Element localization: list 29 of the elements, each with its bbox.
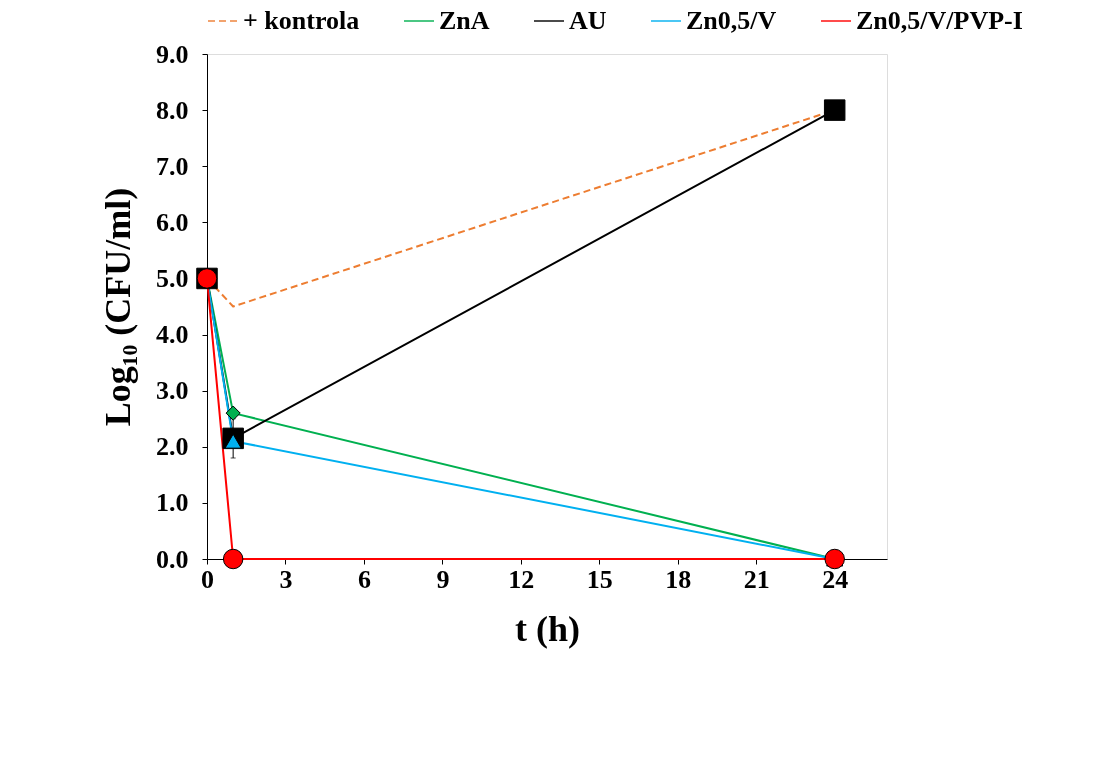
legend-label: ZnA	[439, 6, 490, 35]
legend-label: + kontrola	[243, 6, 360, 35]
y-tick-label: 9.0	[156, 39, 189, 69]
y-tick-label: 3.0	[156, 376, 189, 406]
legend-label: Zn0,5/V/PVP-I	[856, 6, 1023, 35]
x-tick-label: 9	[436, 564, 450, 594]
x-tick-label: 12	[508, 564, 535, 594]
x-tick-label: 6	[357, 564, 371, 594]
y-tick-label: 1.0	[156, 488, 189, 518]
point	[225, 405, 241, 421]
x-tick-label: 18	[665, 564, 692, 594]
legend-label: AU	[569, 6, 607, 35]
y-tick-label: 2.0	[156, 432, 189, 462]
x-tick-label: 3	[279, 564, 293, 594]
y-tick-label: 4.0	[156, 320, 189, 350]
point	[222, 548, 244, 570]
x-tick-label: 21	[743, 564, 770, 594]
y-tick-label: 0.0	[156, 544, 189, 574]
y-tick-label: 5.0	[156, 263, 189, 293]
y-tick-label: 6.0	[156, 207, 189, 237]
x-axis-title: t (h)	[515, 608, 580, 649]
x-tick-label: 15	[586, 564, 613, 594]
x-tick-label: 0	[201, 564, 214, 594]
y-tick-label: 8.0	[156, 95, 189, 125]
point	[823, 99, 846, 121]
y-axis-title: Log₁₀ (CFU/ml)	[98, 187, 138, 427]
x-tick-label: 24	[822, 564, 849, 594]
legend-label: Zn0,5/V	[686, 6, 777, 35]
y-tick-label: 7.0	[156, 151, 189, 181]
